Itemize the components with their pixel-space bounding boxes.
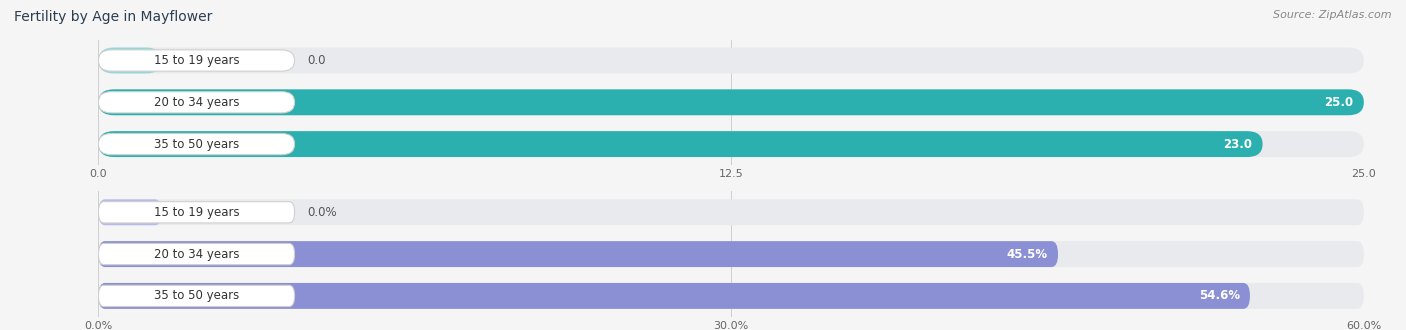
FancyBboxPatch shape [98,285,295,307]
FancyBboxPatch shape [98,241,1364,267]
FancyBboxPatch shape [98,244,295,265]
Text: 20 to 34 years: 20 to 34 years [153,96,239,109]
FancyBboxPatch shape [98,202,295,223]
FancyBboxPatch shape [98,50,295,71]
Text: 15 to 19 years: 15 to 19 years [153,206,239,219]
Text: 23.0: 23.0 [1223,138,1253,150]
Text: 54.6%: 54.6% [1199,289,1240,302]
FancyBboxPatch shape [98,48,1364,74]
FancyBboxPatch shape [98,241,1057,267]
FancyBboxPatch shape [98,92,295,113]
Text: 0.0: 0.0 [308,54,326,67]
FancyBboxPatch shape [98,199,1364,225]
FancyBboxPatch shape [98,283,1250,309]
Text: Fertility by Age in Mayflower: Fertility by Age in Mayflower [14,10,212,24]
Text: Source: ZipAtlas.com: Source: ZipAtlas.com [1274,10,1392,20]
FancyBboxPatch shape [98,89,1364,115]
Text: 35 to 50 years: 35 to 50 years [153,289,239,302]
FancyBboxPatch shape [98,89,1364,115]
FancyBboxPatch shape [98,199,162,225]
Text: 20 to 34 years: 20 to 34 years [153,248,239,261]
Text: 0.0%: 0.0% [308,206,337,219]
Text: 15 to 19 years: 15 to 19 years [153,54,239,67]
FancyBboxPatch shape [98,131,1364,157]
FancyBboxPatch shape [98,133,295,155]
FancyBboxPatch shape [98,283,1364,309]
Text: 35 to 50 years: 35 to 50 years [153,138,239,150]
FancyBboxPatch shape [98,131,1263,157]
FancyBboxPatch shape [98,48,162,74]
Text: 25.0: 25.0 [1324,96,1354,109]
Text: 45.5%: 45.5% [1007,248,1047,261]
